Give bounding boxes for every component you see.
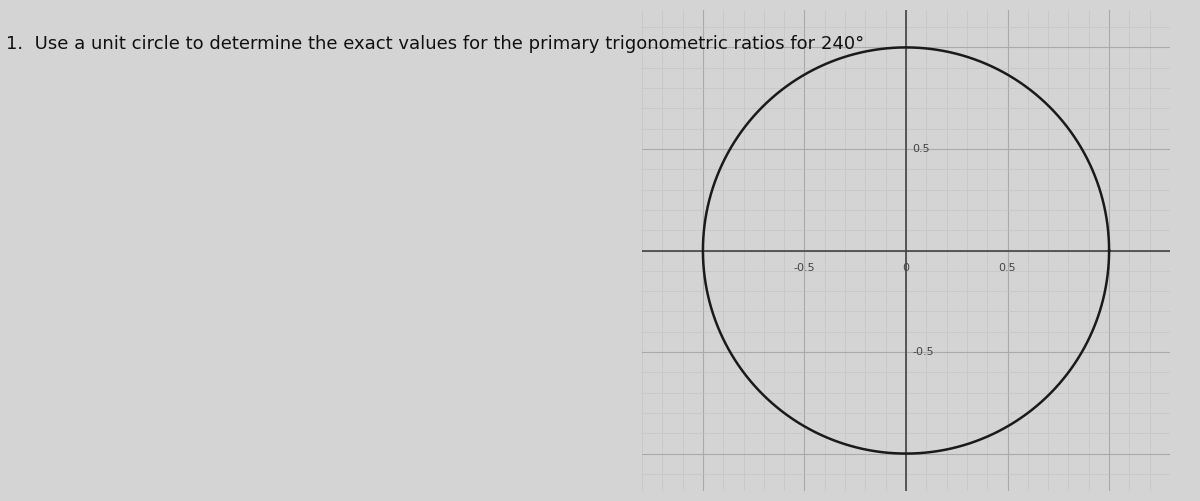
Text: -0.5: -0.5 (912, 347, 934, 357)
Text: 0: 0 (902, 263, 910, 273)
Text: 0.5: 0.5 (912, 144, 930, 154)
Text: 0.5: 0.5 (998, 263, 1016, 273)
Text: -0.5: -0.5 (793, 263, 815, 273)
Text: 1.  Use a unit circle to determine the exact values for the primary trigonometri: 1. Use a unit circle to determine the ex… (6, 35, 864, 53)
